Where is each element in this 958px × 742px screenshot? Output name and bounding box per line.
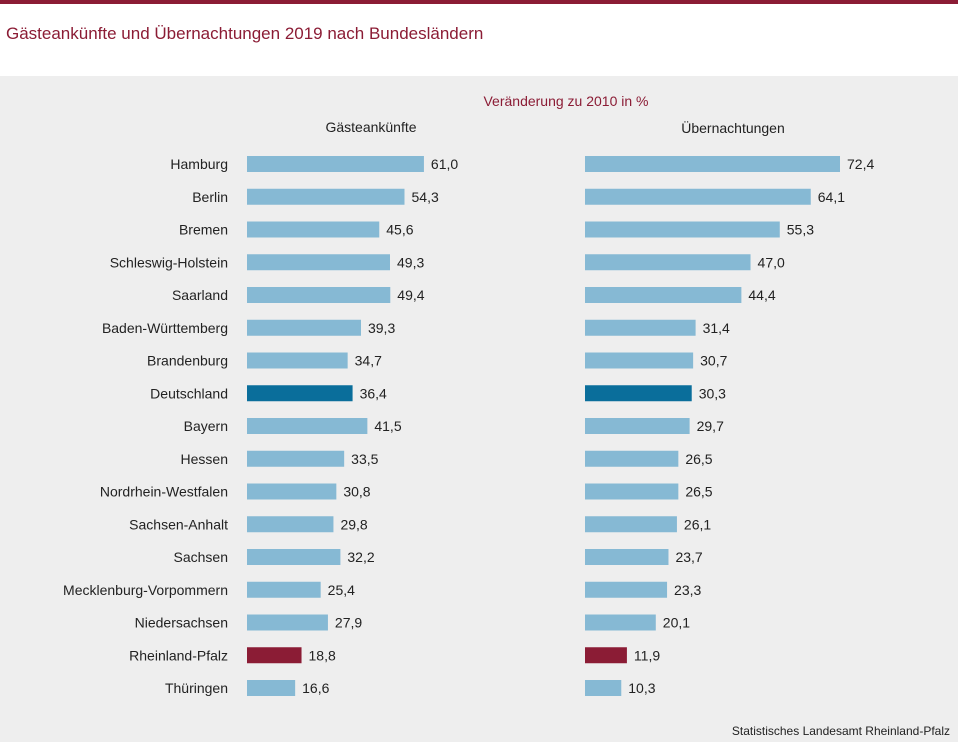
value-label-overnights-brandenburg: 30,7 bbox=[700, 353, 727, 369]
value-label-overnights-hessen: 26,5 bbox=[685, 451, 712, 467]
bar-arrivals-berlin bbox=[247, 188, 405, 205]
category-label-sachsen: Sachsen bbox=[174, 549, 228, 565]
value-label-overnights-hamburg: 72,4 bbox=[847, 156, 874, 172]
value-label-arrivals-baden-württemberg: 39,3 bbox=[368, 320, 395, 336]
category-label-thüringen: Thüringen bbox=[165, 680, 228, 696]
source-note: Statistisches Landesamt Rheinland-Pfalz bbox=[731, 724, 950, 738]
category-label-saarland: Saarland bbox=[172, 287, 228, 303]
header-divider bbox=[0, 68, 958, 76]
category-label-nordrhein-westfalen: Nordrhein-Westfalen bbox=[100, 484, 228, 500]
category-label-hessen: Hessen bbox=[181, 451, 228, 467]
value-label-arrivals-nordrhein-westfalen: 30,8 bbox=[343, 484, 370, 500]
category-label-berlin: Berlin bbox=[192, 189, 228, 205]
category-label-rheinland-pfalz: Rheinland-Pfalz bbox=[129, 647, 228, 663]
bar-overnights-berlin bbox=[585, 188, 811, 205]
top-rule bbox=[0, 0, 958, 4]
value-label-overnights-baden-württemberg: 31,4 bbox=[703, 320, 730, 336]
value-label-arrivals-deutschland: 36,4 bbox=[360, 385, 387, 401]
bar-overnights-bayern bbox=[585, 418, 690, 434]
chart-subtitle: Veränderung zu 2010 in % bbox=[483, 93, 648, 109]
value-label-overnights-saarland: 44,4 bbox=[748, 287, 775, 303]
value-label-arrivals-saarland: 49,4 bbox=[397, 287, 424, 303]
bar-overnights-sachsen-anhalt bbox=[585, 516, 677, 533]
category-label-bremen: Bremen bbox=[179, 222, 228, 238]
value-label-overnights-deutschland: 30,3 bbox=[699, 385, 726, 401]
bar-overnights-deutschland bbox=[585, 385, 692, 402]
value-label-overnights-bremen: 55,3 bbox=[787, 222, 814, 238]
bar-overnights-schleswig-holstein bbox=[585, 254, 751, 271]
value-label-overnights-bayern: 29,7 bbox=[697, 418, 724, 434]
bar-arrivals-thüringen bbox=[247, 680, 296, 696]
value-label-overnights-nordrhein-westfalen: 26,5 bbox=[685, 484, 712, 500]
bar-overnights-mecklenburg-vorpommern bbox=[585, 581, 668, 598]
value-label-arrivals-thüringen: 16,6 bbox=[302, 680, 329, 696]
bar-overnights-sachsen bbox=[585, 549, 669, 565]
bar-overnights-thüringen bbox=[585, 680, 622, 696]
value-label-overnights-schleswig-holstein: 47,0 bbox=[758, 254, 785, 270]
bar-overnights-baden-württemberg bbox=[585, 319, 696, 336]
category-label-hamburg: Hamburg bbox=[170, 156, 228, 172]
bar-arrivals-hessen bbox=[247, 450, 345, 467]
value-label-arrivals-sachsen-anhalt: 29,8 bbox=[340, 516, 367, 532]
category-label-bayern: Bayern bbox=[184, 418, 228, 434]
category-label-baden-württemberg: Baden-Württemberg bbox=[102, 320, 228, 336]
value-label-arrivals-bremen: 45,6 bbox=[386, 222, 413, 238]
category-label-schleswig-holstein: Schleswig-Holstein bbox=[110, 254, 228, 270]
value-label-overnights-rheinland-pfalz: 11,9 bbox=[634, 647, 660, 663]
value-label-arrivals-niedersachsen: 27,9 bbox=[335, 615, 362, 631]
value-label-arrivals-hessen: 33,5 bbox=[351, 451, 378, 467]
value-label-overnights-sachsen: 23,7 bbox=[675, 549, 702, 565]
bar-overnights-rheinland-pfalz bbox=[585, 647, 627, 664]
value-label-overnights-niedersachsen: 20,1 bbox=[663, 615, 690, 631]
value-label-overnights-thüringen: 10,3 bbox=[628, 680, 655, 696]
bar-overnights-niedersachsen bbox=[585, 614, 656, 631]
header-band bbox=[0, 4, 958, 68]
bar-arrivals-bayern bbox=[247, 418, 368, 434]
bar-overnights-hessen bbox=[585, 450, 679, 467]
category-label-deutschland: Deutschland bbox=[150, 385, 228, 401]
bar-arrivals-rheinland-pfalz bbox=[247, 647, 302, 664]
value-label-overnights-mecklenburg-vorpommern: 23,3 bbox=[674, 582, 701, 598]
bar-arrivals-brandenburg bbox=[247, 352, 348, 369]
bar-arrivals-sachsen-anhalt bbox=[247, 516, 334, 533]
value-label-arrivals-schleswig-holstein: 49,3 bbox=[397, 254, 424, 270]
value-label-arrivals-hamburg: 61,0 bbox=[431, 156, 458, 172]
category-label-brandenburg: Brandenburg bbox=[147, 353, 228, 369]
value-label-arrivals-berlin: 54,3 bbox=[412, 189, 439, 205]
bar-arrivals-hamburg bbox=[247, 156, 424, 172]
value-label-arrivals-sachsen: 32,2 bbox=[347, 549, 374, 565]
category-label-mecklenburg-vorpommern: Mecklenburg-Vorpommern bbox=[63, 582, 228, 598]
series-header-overnights: Übernachtungen bbox=[681, 119, 785, 136]
bar-arrivals-bremen bbox=[247, 221, 380, 238]
chart-title: Gästeankünfte und Übernachtungen 2019 na… bbox=[6, 24, 484, 43]
value-label-arrivals-mecklenburg-vorpommern: 25,4 bbox=[328, 582, 355, 598]
bar-arrivals-mecklenburg-vorpommern bbox=[247, 581, 321, 598]
bar-arrivals-saarland bbox=[247, 287, 391, 303]
bar-arrivals-baden-württemberg bbox=[247, 319, 361, 336]
series-header-arrivals: Gästeankünfte bbox=[325, 119, 416, 135]
bar-arrivals-schleswig-holstein bbox=[247, 254, 390, 271]
bar-overnights-nordrhein-westfalen bbox=[585, 483, 679, 500]
bar-arrivals-nordrhein-westfalen bbox=[247, 483, 337, 500]
value-label-arrivals-rheinland-pfalz: 18,8 bbox=[309, 647, 336, 663]
bar-overnights-hamburg bbox=[585, 156, 840, 172]
bar-overnights-saarland bbox=[585, 287, 742, 303]
value-label-overnights-sachsen-anhalt: 26,1 bbox=[684, 516, 711, 532]
value-label-arrivals-brandenburg: 34,7 bbox=[355, 353, 382, 369]
bar-arrivals-deutschland bbox=[247, 385, 353, 402]
bar-arrivals-niedersachsen bbox=[247, 614, 328, 631]
value-label-arrivals-bayern: 41,5 bbox=[374, 418, 401, 434]
bar-arrivals-sachsen bbox=[247, 549, 341, 565]
category-label-sachsen-anhalt: Sachsen-Anhalt bbox=[129, 516, 228, 532]
bar-overnights-bremen bbox=[585, 221, 780, 238]
bar-overnights-brandenburg bbox=[585, 352, 694, 369]
category-label-niedersachsen: Niedersachsen bbox=[135, 615, 228, 631]
value-label-overnights-berlin: 64,1 bbox=[818, 189, 845, 205]
